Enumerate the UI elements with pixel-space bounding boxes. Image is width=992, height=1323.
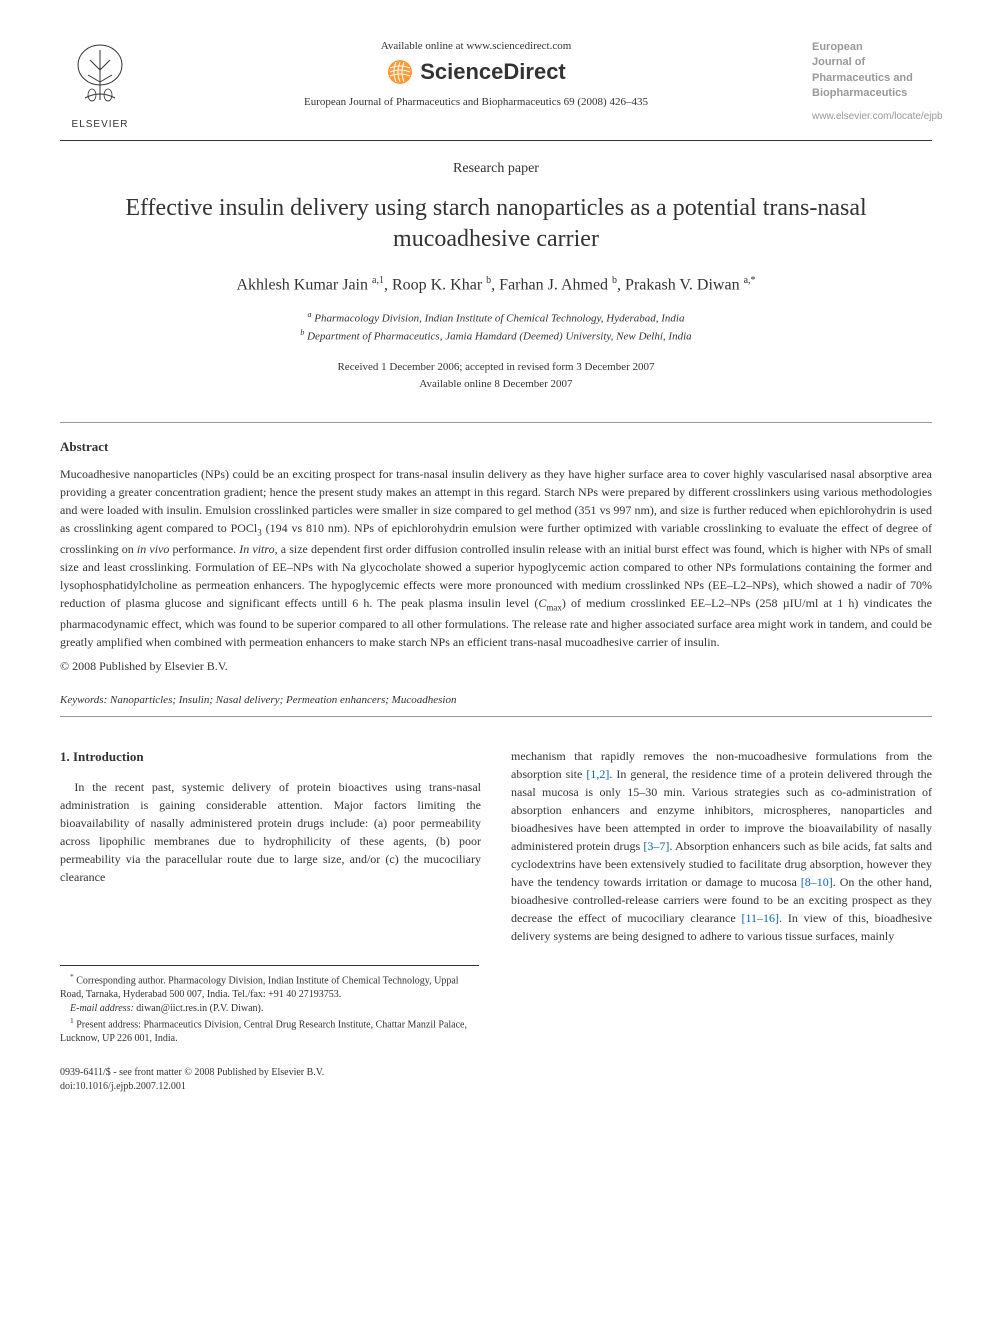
citation-line: European Journal of Pharmaceutics and Bi… [160, 96, 792, 108]
paper-type: Research paper [60, 161, 932, 177]
platform-name: ScienceDirect [420, 59, 566, 85]
journal-cover-line-1: European [812, 40, 932, 55]
abstract-copyright: © 2008 Published by Elsevier B.V. [60, 659, 932, 674]
intro-para-1-cont: mechanism that rapidly removes the non-m… [511, 747, 932, 945]
keywords: Keywords: Nanoparticles; Insulin; Nasal … [60, 694, 932, 706]
corresponding-author-note: * Corresponding author. Pharmacology Div… [60, 972, 479, 1002]
abstract-heading: Abstract [60, 439, 932, 455]
body-columns: 1. Introduction In the recent past, syst… [60, 747, 932, 945]
elsevier-logo: ELSEVIER [60, 40, 140, 130]
publisher-name: ELSEVIER [60, 119, 140, 130]
header-row: ELSEVIER Available online at www.science… [60, 40, 932, 130]
dates: Received 1 December 2006; accepted in re… [60, 359, 932, 392]
header-divider [60, 140, 932, 141]
intro-para-1: In the recent past, systemic delivery of… [60, 778, 481, 886]
journal-cover-line-2: Journal of [812, 55, 932, 70]
email-note: E-mail address: diwan@iict.res.in (P.V. … [60, 1002, 479, 1016]
intro-heading: 1. Introduction [60, 747, 481, 767]
issn-line: 0939-6411/$ - see front matter © 2008 Pu… [60, 1066, 932, 1080]
abstract-divider-bottom [60, 716, 932, 717]
affiliation-a: Pharmacology Division, Indian Institute … [314, 312, 684, 324]
affiliation-b: Department of Pharmaceutics, Jamia Hamda… [307, 331, 692, 343]
available-date: Available online 8 December 2007 [60, 376, 932, 393]
footnotes: * Corresponding author. Pharmacology Div… [60, 965, 479, 1047]
journal-cover-line-3: Pharmaceutics and [812, 71, 932, 86]
abstract-divider-top [60, 422, 932, 423]
available-online-text: Available online at www.sciencedirect.co… [160, 40, 792, 52]
authors: Akhlesh Kumar Jain a,1, Roop K. Khar b, … [60, 275, 932, 294]
journal-cover: European Journal of Pharmaceutics and Bi… [812, 40, 932, 124]
sciencedirect-icon [386, 58, 414, 86]
footer: 0939-6411/$ - see front matter © 2008 Pu… [60, 1066, 932, 1094]
center-header: Available online at www.sciencedirect.co… [140, 40, 812, 108]
present-address-note: 1 Present address: Pharmaceutics Divisio… [60, 1016, 479, 1046]
email-address[interactable]: diwan@iict.res.in [136, 1003, 207, 1014]
column-right: mechanism that rapidly removes the non-m… [511, 747, 932, 945]
received-date: Received 1 December 2006; accepted in re… [60, 359, 932, 376]
journal-cover-line-4: Biopharmaceutics [812, 86, 932, 101]
elsevier-tree-icon [70, 40, 130, 110]
journal-url[interactable]: www.elsevier.com/locate/ejpb [812, 110, 932, 124]
keywords-label: Keywords: [60, 694, 107, 706]
abstract-text: Mucoadhesive nanoparticles (NPs) could b… [60, 465, 932, 651]
keywords-list: Nanoparticles; Insulin; Nasal delivery; … [110, 694, 456, 706]
paper-title: Effective insulin delivery using starch … [60, 193, 932, 255]
column-left: 1. Introduction In the recent past, syst… [60, 747, 481, 945]
sciencedirect-logo: ScienceDirect [160, 58, 792, 86]
doi-line: doi:10.1016/j.ejpb.2007.12.001 [60, 1080, 932, 1094]
affiliations: a Pharmacology Division, Indian Institut… [60, 309, 932, 345]
